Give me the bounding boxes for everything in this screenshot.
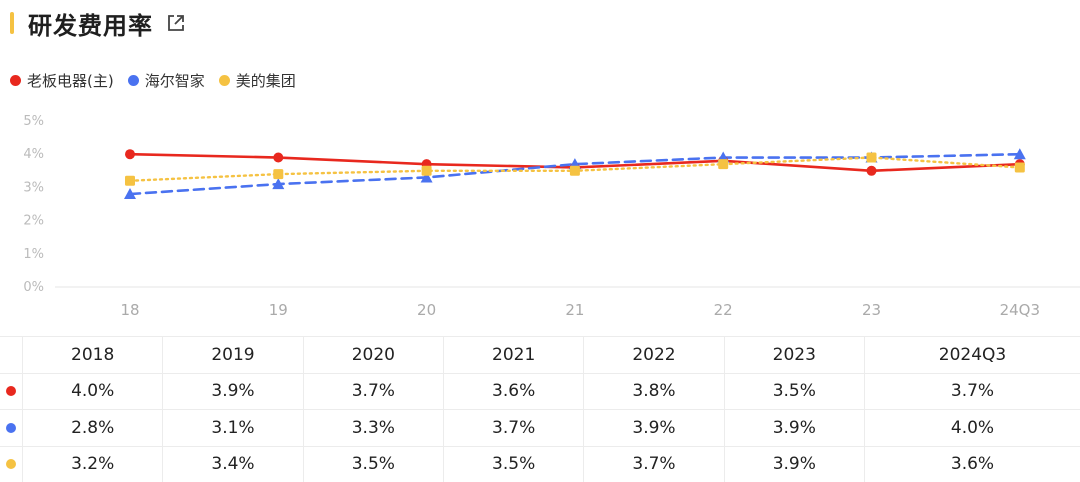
table-row: 3.2% 3.4% 3.5% 3.5% 3.7% 3.9% 3.6% (0, 445, 1080, 482)
table-cell: 3.9% (724, 409, 865, 446)
x-tick-label: 18 (120, 301, 139, 319)
table-header-cell: 2023 (724, 336, 865, 373)
y-tick-label: 0% (23, 280, 44, 295)
table-cell: 3.7% (443, 409, 585, 446)
data-table: 2018 2019 2020 2021 2022 2023 2024Q3 4.0… (0, 336, 1080, 482)
data-point-square (866, 152, 877, 163)
table-cell: 3.1% (162, 409, 304, 446)
row-marker (0, 445, 23, 482)
table-cell: 2.8% (22, 409, 164, 446)
table-cell: 3.2% (22, 445, 164, 482)
table-cell: 3.7% (583, 445, 725, 482)
data-point-triangle (1013, 148, 1026, 160)
legend-dot-blue (127, 75, 139, 86)
data-point-circle (125, 149, 135, 160)
table-cell: 3.4% (162, 445, 304, 482)
data-point-triangle (420, 171, 433, 183)
table-header-cell: 2019 (162, 336, 304, 373)
table-header-cell: 2024Q3 (864, 336, 1080, 373)
data-point-square (273, 169, 284, 180)
data-point-triangle (272, 178, 285, 190)
chart-legend: 老板电器(主) 海尔智家 美的集团 (10, 70, 310, 91)
x-tick-label: 22 (714, 301, 733, 319)
title-accent-bar (10, 12, 14, 34)
table-cell: 3.9% (583, 409, 725, 446)
row-marker (0, 409, 23, 446)
table-cell: 3.5% (303, 445, 444, 482)
table-corner-cell (0, 336, 23, 373)
table-cell: 3.5% (443, 445, 585, 482)
x-tick-label: 24Q3 (1000, 301, 1040, 319)
table-cell: 4.0% (864, 409, 1080, 446)
legend-dot-red (10, 75, 21, 86)
y-tick-label: 4% (23, 147, 44, 162)
table-header-cell: 2022 (583, 336, 725, 373)
table-cell: 3.3% (303, 409, 444, 446)
data-point-square (125, 175, 135, 186)
legend-label: 海尔智家 (144, 72, 205, 90)
data-point-circle (273, 152, 284, 163)
row-dot-yellow (6, 459, 16, 470)
table-row: 4.0% 3.9% 3.7% 3.6% 3.8% 3.5% 3.7% (0, 372, 1080, 410)
table-cell: 3.6% (864, 445, 1080, 482)
legend-item-haier[interactable]: 海尔智家 (127, 70, 205, 91)
data-point-square (1014, 162, 1025, 173)
title-bar: 研发费用率 (0, 6, 187, 40)
data-point-circle (866, 165, 877, 176)
x-tick-label: 21 (565, 301, 584, 319)
table-cell: 3.8% (583, 372, 725, 410)
table-cell: 4.0% (22, 372, 164, 410)
table-cell: 3.7% (864, 372, 1080, 410)
legend-item-laoban[interactable]: 老板电器(主) (10, 70, 114, 91)
table-cell: 3.9% (162, 372, 304, 410)
table-cell: 3.9% (724, 445, 865, 482)
data-point-square (421, 165, 432, 176)
legend-label: 美的集团 (235, 72, 296, 90)
table-cell: 3.7% (303, 372, 444, 410)
legend-label: 老板电器(主) (27, 72, 114, 90)
line-chart: 0% 1% 2% 3% 4% 5% 18 19 20 21 22 23 24Q3 (23, 114, 1080, 319)
table-header-cell: 2018 (22, 336, 164, 373)
x-tick-label: 23 (862, 301, 881, 319)
legend-item-midea[interactable]: 美的集团 (218, 70, 296, 91)
y-tick-label: 5% (23, 114, 44, 129)
table-cell: 3.6% (443, 372, 585, 410)
legend-dot-yellow (218, 75, 230, 86)
row-marker (0, 372, 23, 410)
data-point-triangle (124, 188, 136, 200)
table-row: 2.8% 3.1% 3.3% 3.7% 3.9% 3.9% 4.0% (0, 409, 1080, 446)
x-tick-label: 20 (417, 301, 436, 319)
table-header-cell: 2020 (303, 336, 444, 373)
table-header-row: 2018 2019 2020 2021 2022 2023 2024Q3 (0, 336, 1080, 373)
table-cell: 3.5% (724, 372, 865, 410)
external-link-icon[interactable] (165, 12, 187, 34)
y-tick-label: 1% (23, 247, 44, 262)
x-tick-label: 19 (269, 301, 288, 319)
data-point-square (569, 165, 580, 176)
chart-title: 研发费用率 (28, 11, 153, 40)
table-header-cell: 2021 (443, 336, 585, 373)
data-point-square (718, 159, 729, 170)
row-dot-red (6, 386, 16, 397)
row-dot-blue (6, 422, 16, 433)
y-tick-label: 3% (23, 180, 44, 195)
y-tick-label: 2% (23, 214, 44, 229)
